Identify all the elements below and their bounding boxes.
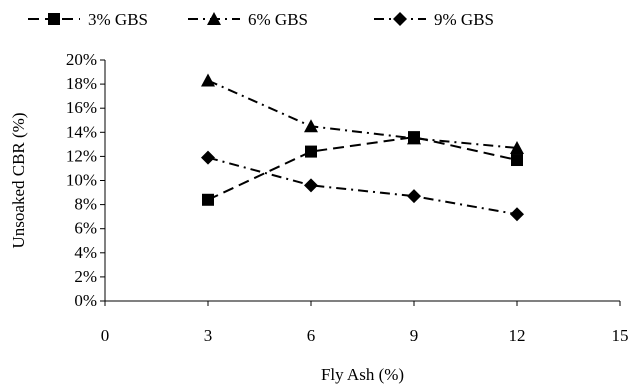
- data-point: [510, 207, 524, 222]
- data-point: [305, 145, 317, 158]
- legend-item: 9% GBS: [374, 10, 494, 29]
- legend-label: 9% GBS: [434, 10, 494, 29]
- x-tick-label: 6: [307, 326, 316, 345]
- legend-label: 6% GBS: [248, 10, 308, 29]
- data-point: [510, 140, 524, 154]
- series-layer: [201, 73, 524, 222]
- y-tick-label: 16%: [66, 98, 97, 117]
- x-axis-ticks: 0 3 6 9 12 15: [101, 301, 629, 345]
- y-tick-label: 6%: [74, 219, 97, 238]
- x-tick-label: 12: [509, 326, 526, 345]
- data-point: [407, 131, 421, 145]
- series-3: [201, 150, 524, 222]
- legend-item: 3% GBS: [28, 10, 148, 29]
- y-tick-label: 2%: [74, 267, 97, 286]
- series-2: [201, 73, 524, 154]
- x-tick-label: 9: [410, 326, 419, 345]
- y-tick-label: 12%: [66, 146, 97, 165]
- y-tick-label: 18%: [66, 74, 97, 93]
- y-tick-label: 4%: [74, 243, 97, 262]
- data-point: [304, 178, 318, 193]
- plot-area: 0% 2% 4% 6% 8% 10% 12% 14% 16% 18% 20% 0 3 6 9 12 15: [66, 50, 629, 345]
- y-tick-label: 14%: [66, 122, 97, 141]
- y-tick-label: 20%: [66, 50, 97, 69]
- series-line: [207, 136, 518, 201]
- x-tick-label: 15: [612, 326, 629, 345]
- x-tick-label: 3: [204, 326, 213, 345]
- data-point: [201, 150, 215, 165]
- x-axis-title: Fly Ash (%): [321, 365, 404, 384]
- data-point: [304, 119, 318, 133]
- legend-item: 6% GBS: [188, 10, 308, 29]
- data-point: [201, 73, 215, 87]
- legend: 3% GBS 6% GBS 9% GBS: [28, 10, 494, 29]
- data-point: [202, 193, 214, 206]
- legend-marker: [207, 12, 221, 25]
- data-point: [407, 189, 421, 204]
- data-point: [511, 154, 523, 167]
- x-tick-label: 0: [101, 326, 110, 345]
- y-tick-label: 8%: [74, 195, 97, 214]
- series-line: [207, 79, 518, 149]
- y-axis-title: Unsoaked CBR (%): [9, 113, 28, 249]
- y-tick-label: 0%: [74, 291, 97, 310]
- legend-marker: [48, 13, 60, 25]
- series-1: [202, 131, 523, 206]
- y-axis-ticks: 0% 2% 4% 6% 8% 10% 12% 14% 16% 18% 20%: [66, 50, 105, 310]
- series-line: [207, 156, 518, 216]
- legend-label: 3% GBS: [88, 10, 148, 29]
- legend-marker: [393, 12, 407, 26]
- y-tick-label: 10%: [66, 171, 97, 190]
